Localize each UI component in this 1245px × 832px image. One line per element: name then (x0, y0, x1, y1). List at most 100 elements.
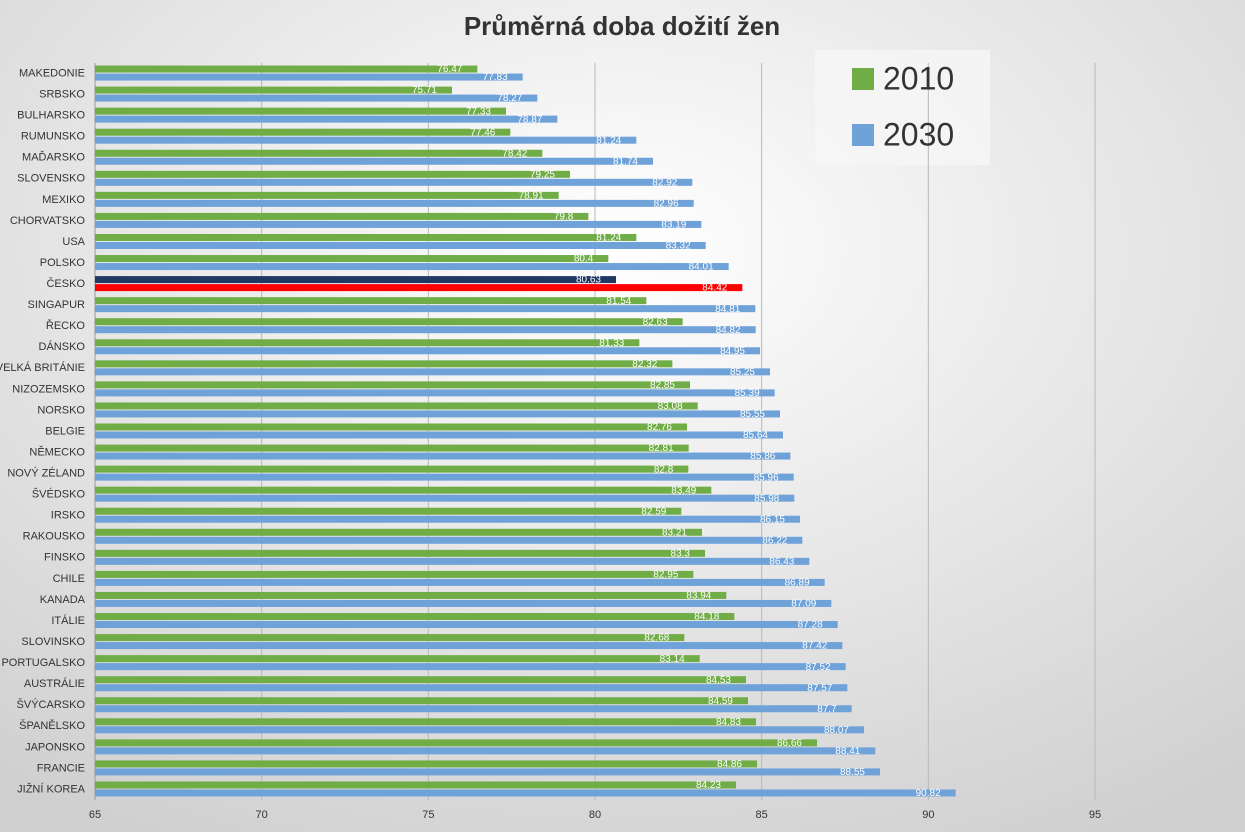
value-label: 85.39 (735, 388, 760, 399)
value-label: 82.95 (653, 570, 678, 581)
y-tick-label: NORSKO (37, 404, 85, 416)
y-tick-label: CHORVATSKO (10, 215, 86, 227)
bar (95, 444, 689, 452)
bar (95, 621, 838, 629)
value-label: 79.8 (554, 212, 574, 223)
bar (95, 276, 616, 284)
value-label: 82.96 (654, 199, 679, 210)
value-label: 83.32 (666, 241, 691, 252)
value-label: 84.81 (715, 304, 740, 315)
bar (95, 86, 452, 94)
value-label: 85.64 (743, 430, 768, 441)
y-tick-label: ŠPANĚLSKO (19, 719, 85, 732)
legend-swatch (852, 124, 874, 146)
value-label: 76.47 (437, 64, 462, 75)
y-tick-label: FRANCIE (37, 762, 85, 774)
bar (95, 284, 743, 292)
value-label: 84.83 (716, 717, 741, 728)
bar (95, 634, 685, 642)
value-label: 77.46 (470, 127, 495, 138)
bar (95, 241, 706, 249)
x-tick-label: 70 (256, 809, 268, 821)
bar (95, 747, 876, 755)
y-tick-label: ŘECKO (46, 319, 86, 332)
y-tick-label: MAĎARSKO (22, 151, 85, 164)
bar (95, 718, 756, 726)
value-label: 85.98 (754, 493, 779, 504)
y-tick-label: NĚMECKO (29, 445, 85, 458)
value-label: 84.59 (708, 696, 733, 707)
chart-title: Průměrná doba dožití žen (464, 11, 780, 41)
bar (95, 220, 702, 228)
bar (95, 128, 511, 136)
value-label: 85.86 (750, 451, 775, 462)
bar (95, 149, 543, 157)
value-label: 81.74 (613, 156, 638, 167)
value-label: 84.95 (720, 346, 745, 357)
bar (95, 557, 810, 565)
value-label: 86.15 (760, 514, 785, 525)
value-label: 87.09 (791, 599, 816, 610)
bar (95, 465, 689, 473)
legend-swatch (852, 68, 874, 90)
value-label: 84.23 (696, 780, 721, 791)
bar (95, 760, 757, 768)
y-tick-label: JIŽNÍ KOREA (17, 782, 86, 795)
bar (95, 739, 817, 747)
bar (95, 136, 637, 144)
value-label: 86.22 (762, 535, 787, 546)
bar (95, 663, 846, 671)
bar (95, 684, 848, 692)
bar (95, 494, 795, 502)
bar (95, 789, 956, 797)
value-label: 86.43 (769, 556, 794, 567)
bar (95, 318, 683, 326)
y-tick-label: CHILE (53, 573, 85, 585)
value-label: 81.33 (599, 338, 624, 349)
value-label: 80.63 (576, 275, 601, 286)
value-label: 82.32 (632, 359, 657, 370)
value-label: 87.52 (806, 662, 831, 673)
value-label: 82.76 (647, 422, 672, 433)
value-label: 81.54 (606, 296, 631, 307)
bar (95, 578, 825, 586)
y-tick-label: SINGAPUR (28, 299, 86, 311)
legend-label: 2010 (883, 60, 954, 96)
value-label: 88.55 (840, 767, 865, 778)
bar (95, 326, 756, 334)
bar (95, 410, 780, 418)
bar (95, 347, 760, 355)
y-tick-label: KANADA (40, 594, 86, 606)
bar (95, 233, 637, 241)
y-tick-label: SLOVINSKO (21, 636, 85, 648)
bar (95, 389, 775, 397)
bar (95, 368, 770, 376)
value-label: 84.53 (706, 675, 731, 686)
bar (95, 339, 640, 347)
y-tick-label: JAPONSKO (25, 741, 85, 753)
value-label: 85.96 (754, 472, 779, 483)
bar (95, 473, 794, 481)
y-tick-label: MAKEDONIE (19, 67, 85, 79)
bar (95, 655, 700, 663)
value-label: 85.55 (740, 409, 765, 420)
value-label: 86.66 (777, 738, 802, 749)
x-tick-label: 85 (756, 809, 768, 821)
bar (95, 157, 653, 165)
value-label: 82.92 (652, 177, 677, 188)
value-label: 82.68 (644, 633, 669, 644)
value-label: 88.07 (824, 725, 849, 736)
bar (95, 199, 694, 207)
bar (95, 599, 832, 607)
bar (95, 381, 690, 389)
y-tick-label: RUMUNSKO (21, 131, 86, 143)
bar (95, 642, 843, 650)
bar (95, 515, 800, 523)
y-tick-label: AUSTRÁLIE (24, 677, 85, 690)
bar (95, 305, 756, 313)
x-tick-label: 75 (422, 809, 434, 821)
bar (95, 768, 880, 776)
value-label: 82.8 (654, 464, 674, 475)
x-tick-label: 90 (922, 809, 934, 821)
value-label: 78.42 (502, 148, 527, 159)
